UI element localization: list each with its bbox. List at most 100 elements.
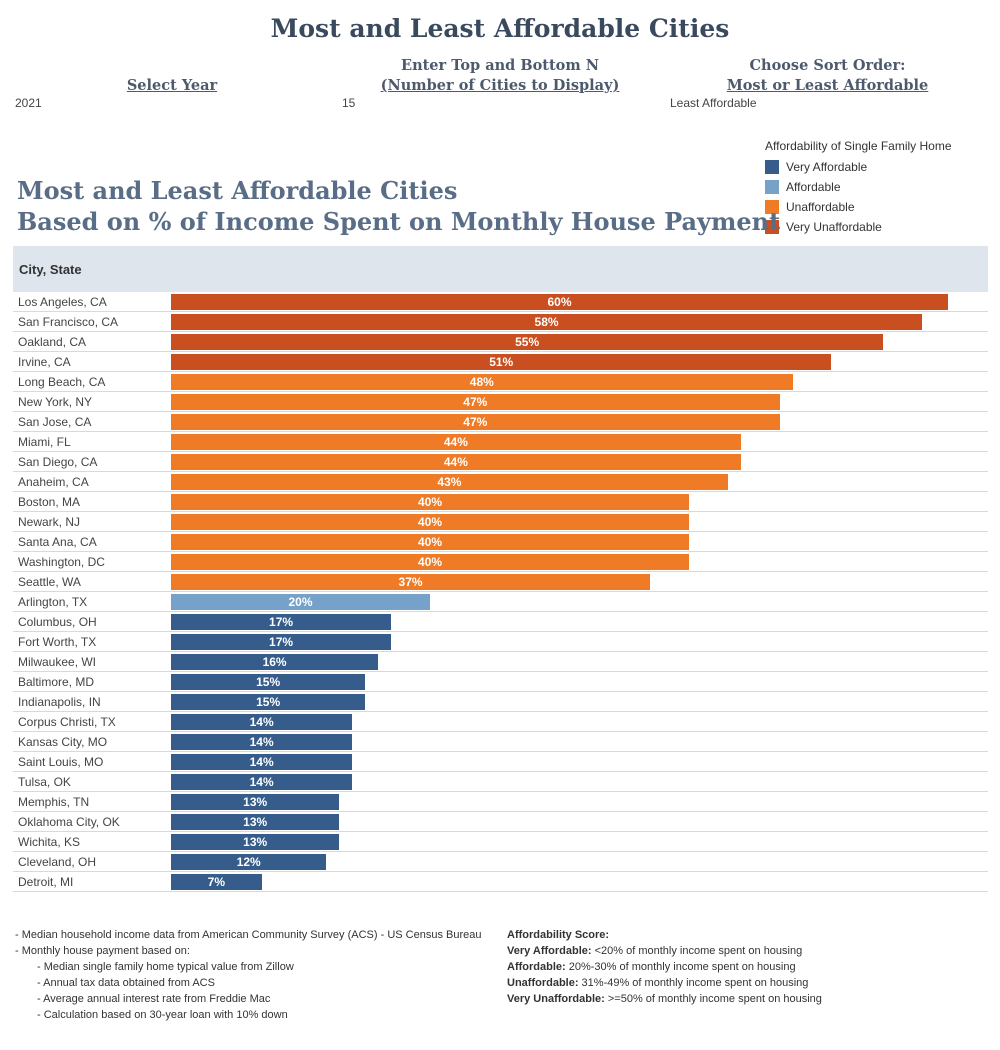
chart-row: Cleveland, OH 12%	[13, 852, 988, 872]
category-label: Cleveland, OH	[18, 855, 97, 869]
bar-value-label: 44%	[443, 455, 468, 469]
bar[interactable]: 14%	[171, 774, 353, 790]
note-line: - Median household income data from Amer…	[15, 929, 482, 941]
bar[interactable]: 13%	[171, 834, 340, 850]
category-label: Boston, MA	[18, 495, 81, 509]
category-label: Tulsa, OK	[18, 775, 71, 789]
chart-row: Fort Worth, TX 17%	[13, 632, 988, 652]
bar[interactable]: 40%	[171, 514, 689, 530]
category-label: Santa Ana, CA	[18, 535, 97, 549]
chart-row: Milwaukee, WI 16%	[13, 652, 988, 672]
note-sub-line: - Average annual interest rate from Fred…	[37, 993, 271, 1005]
category-label: Seattle, WA	[18, 575, 81, 589]
bar[interactable]: 16%	[171, 654, 379, 670]
category-label: Oakland, CA	[18, 335, 87, 349]
bar[interactable]: 14%	[171, 754, 353, 770]
bar-value-label: 51%	[489, 355, 514, 369]
bar-value-label: 7%	[207, 875, 225, 889]
bar[interactable]: 20%	[171, 594, 430, 610]
legend-swatch	[765, 160, 779, 174]
chart-column-header: City, State	[13, 246, 988, 292]
bar[interactable]: 51%	[171, 354, 832, 370]
bar-value-label: 60%	[547, 295, 572, 309]
bar[interactable]: 12%	[171, 854, 327, 870]
select-year-value[interactable]: 2021	[15, 96, 42, 110]
chart-row: Detroit, MI 7%	[13, 872, 988, 892]
legend-item[interactable]: Very Unaffordable	[765, 217, 952, 237]
bar-value-label: 40%	[417, 495, 443, 509]
bar[interactable]: 17%	[171, 614, 392, 630]
legend-swatch	[765, 220, 779, 234]
bar[interactable]: 40%	[171, 534, 689, 550]
city-state-header: City, State	[19, 262, 82, 277]
chart-row: San Diego, CA 44%	[13, 452, 988, 472]
chart-row: Tulsa, OK 14%	[13, 772, 988, 792]
chart-row: Irvine, CA 51%	[13, 352, 988, 372]
bar[interactable]: 47%	[171, 414, 780, 430]
legend-label: Unaffordable	[786, 200, 855, 214]
bar[interactable]: 7%	[171, 874, 262, 890]
bar-value-label: 44%	[443, 435, 468, 449]
score-item: Unaffordable: 31%-49% of monthly income …	[507, 977, 809, 989]
bar[interactable]: 40%	[171, 494, 689, 510]
score-item: Very Unaffordable: >=50% of monthly inco…	[507, 993, 822, 1005]
chart-row: Anaheim, CA 43%	[13, 472, 988, 492]
chart-row: Oklahoma City, OK 13%	[13, 812, 988, 832]
bar[interactable]: 14%	[171, 734, 353, 750]
bar[interactable]: 48%	[171, 374, 793, 390]
bar[interactable]: 40%	[171, 554, 689, 570]
bar[interactable]: 13%	[171, 814, 340, 830]
bar-value-label: 14%	[249, 755, 274, 769]
bar-value-label: 37%	[398, 575, 423, 589]
bar-value-label: 20%	[288, 595, 313, 609]
top-bottom-n-label-line2: (Number of Cities to Display)	[380, 77, 620, 94]
sort-order-value[interactable]: Least Affordable	[670, 96, 757, 110]
bar[interactable]: 15%	[171, 674, 366, 690]
bar[interactable]: 13%	[171, 794, 340, 810]
chart-row: Arlington, TX 20%	[13, 592, 988, 612]
bar[interactable]: 17%	[171, 634, 392, 650]
category-label: Detroit, MI	[18, 875, 74, 889]
category-label: Oklahoma City, OK	[18, 815, 120, 829]
chart-row: Washington, DC 40%	[13, 552, 988, 572]
top-bottom-n-value[interactable]: 15	[342, 96, 356, 110]
bar[interactable]: 60%	[171, 294, 948, 310]
bar-value-label: 17%	[269, 615, 294, 629]
score-item: Very Affordable: <20% of monthly income …	[507, 945, 803, 957]
bar[interactable]: 55%	[171, 334, 884, 350]
chart-row: Wichita, KS 13%	[13, 832, 988, 852]
bar[interactable]: 44%	[171, 454, 741, 470]
chart-row: Indianapolis, IN 15%	[13, 692, 988, 712]
legend-swatch	[765, 200, 779, 214]
sort-order-label-line1: Choose Sort Order:	[749, 57, 906, 74]
chart-title-line1: Most and Least Affordable Cities	[17, 176, 458, 205]
category-label: New York, NY	[18, 395, 93, 409]
bar[interactable]: 37%	[171, 574, 651, 590]
bar[interactable]: 14%	[171, 714, 353, 730]
note-sub-line: - Median single family home typical valu…	[37, 961, 294, 973]
bar[interactable]: 58%	[171, 314, 923, 330]
legend-item[interactable]: Very Affordable	[765, 157, 952, 177]
legend-item[interactable]: Affordable	[765, 177, 952, 197]
note-line: - Monthly house payment based on:	[15, 945, 190, 957]
bar[interactable]: 43%	[171, 474, 728, 490]
bar-value-label: 48%	[469, 375, 494, 389]
category-label: Washington, DC	[18, 555, 105, 569]
bar-value-label: 55%	[515, 335, 540, 349]
bar-value-label: 16%	[262, 655, 287, 669]
bar[interactable]: 44%	[171, 434, 741, 450]
chart-row: San Francisco, CA 58%	[13, 312, 988, 332]
category-label: Columbus, OH	[18, 615, 97, 629]
chart-row: San Jose, CA 47%	[13, 412, 988, 432]
bar-value-label: 17%	[269, 635, 294, 649]
category-label: San Diego, CA	[18, 455, 98, 469]
top-bottom-n-label-line1: Enter Top and Bottom N	[401, 57, 599, 74]
bar-value-label: 13%	[243, 835, 268, 849]
legend-item[interactable]: Unaffordable	[765, 197, 952, 217]
category-label: San Francisco, CA	[18, 315, 119, 329]
bar[interactable]: 15%	[171, 694, 366, 710]
bar-value-label: 15%	[256, 695, 281, 709]
category-label: Arlington, TX	[18, 595, 88, 609]
bar-value-label: 47%	[463, 415, 488, 429]
bar[interactable]: 47%	[171, 394, 780, 410]
